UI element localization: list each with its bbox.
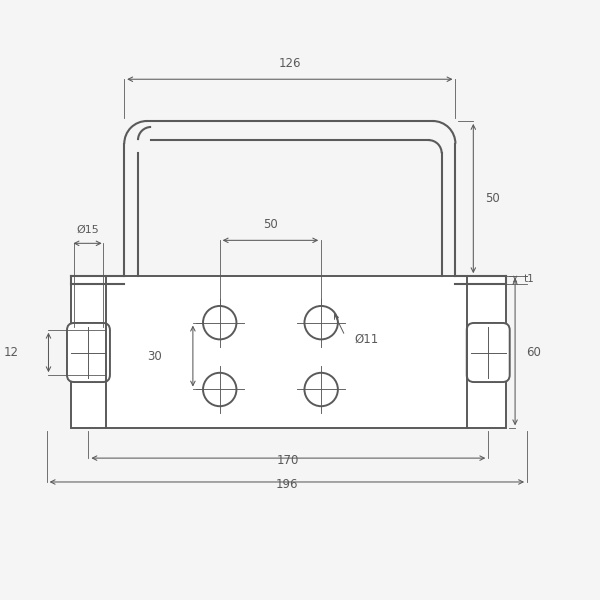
Text: 50: 50 — [263, 218, 278, 231]
Text: t1: t1 — [524, 274, 535, 284]
Circle shape — [203, 306, 236, 340]
Text: 30: 30 — [147, 350, 162, 362]
Text: 60: 60 — [526, 346, 541, 359]
Circle shape — [304, 373, 338, 406]
Text: 196: 196 — [275, 478, 298, 491]
Text: 170: 170 — [277, 454, 299, 467]
Text: Ø11: Ø11 — [354, 332, 378, 345]
Circle shape — [304, 306, 338, 340]
FancyBboxPatch shape — [67, 323, 110, 382]
FancyBboxPatch shape — [467, 323, 510, 382]
Text: 50: 50 — [485, 192, 500, 205]
Text: 12: 12 — [4, 346, 19, 359]
Text: Ø15: Ø15 — [76, 224, 99, 235]
Bar — [71, 276, 506, 428]
Circle shape — [203, 373, 236, 406]
Text: 126: 126 — [278, 57, 301, 70]
